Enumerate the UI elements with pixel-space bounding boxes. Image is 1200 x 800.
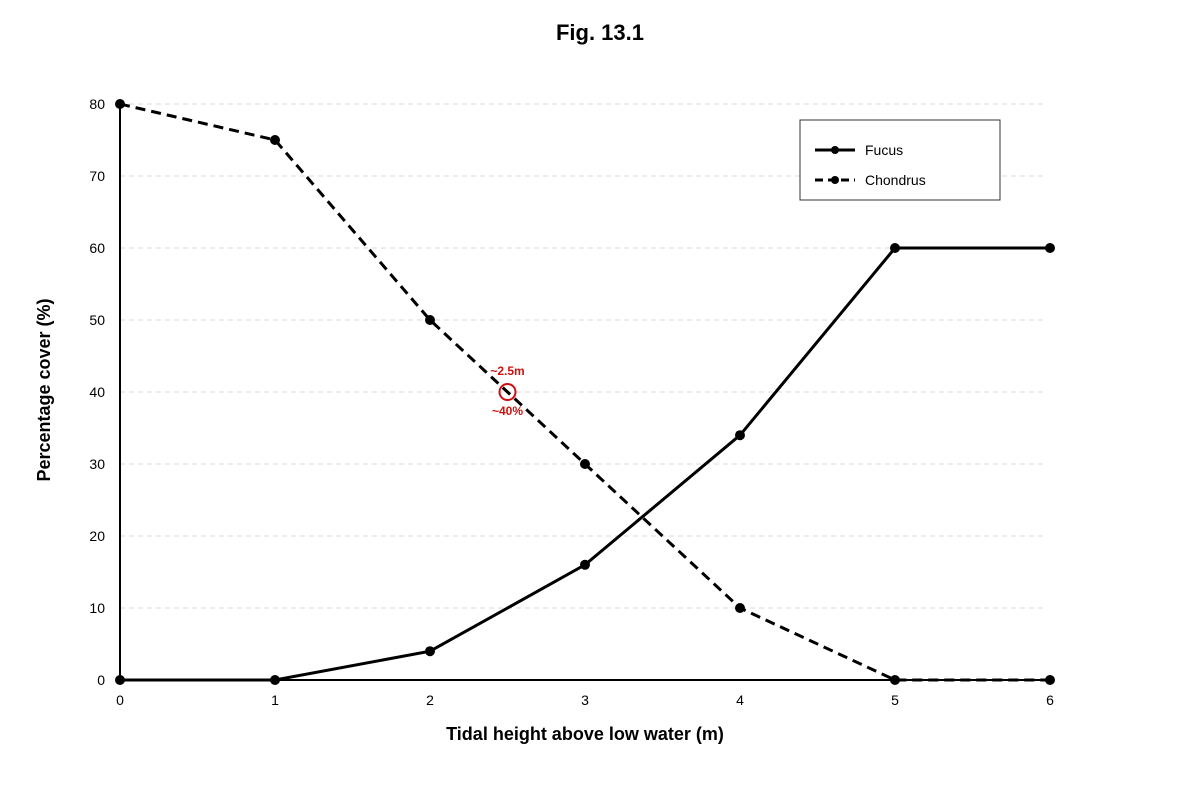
x-tick-label: 1 [271,692,279,708]
y-tick-label: 70 [89,168,105,184]
data-point-fucus [425,646,435,657]
annotation-label-top: ~2.5m [490,364,524,378]
data-point-chondrus [270,135,280,145]
data-point-fucus [1045,243,1055,253]
x-tick-labels: 0 1 2 3 4 5 6 [116,692,1054,708]
legend-marker-fucus [831,146,839,154]
y-axis-label: Percentage cover (%) [34,298,54,481]
y-tick-label: 40 [89,384,105,400]
y-tick-label: 20 [89,528,105,544]
grid-lines [120,103,1045,609]
annotation-circle [498,383,517,401]
legend-label-fucus: Fucus [865,142,903,158]
legend-label-chondrus: Chondrus [865,172,926,188]
series [115,99,1055,685]
x-tick-label: 0 [116,692,124,708]
data-point-chondrus [425,315,435,325]
chart-title: Fig. 13.1 [556,20,644,45]
x-axis-label: Tidal height above low water (m) [446,724,724,744]
data-point-fucus [580,559,590,570]
data-point-fucus [115,675,125,685]
annotation: ~2.5m ~40% [490,364,524,418]
y-tick-labels: 0 10 20 30 40 50 60 70 80 [89,96,105,688]
data-point-chondrus [890,675,900,685]
legend-marker-chondrus [831,176,839,184]
data-point-fucus [890,243,900,253]
data-point-chondrus [115,99,125,109]
annotation-label-bottom: ~40% [492,404,523,418]
x-tick-label: 5 [891,692,899,708]
x-tick-label: 2 [426,692,434,708]
y-tick-label: 80 [89,96,105,112]
y-tick-label: 60 [89,240,105,256]
y-tick-label: 30 [89,456,105,472]
x-tick-label: 3 [581,692,589,708]
data-point-chondrus [735,603,745,613]
data-point-fucus [735,430,745,441]
y-tick-label: 0 [97,672,105,688]
legend: Fucus Chondrus [799,119,1001,201]
data-point-fucus [270,675,280,685]
y-tick-label: 10 [89,600,105,616]
x-tick-label: 4 [736,692,744,708]
legend-box [799,119,1001,201]
x-tick-label: 6 [1046,692,1054,708]
data-point-chondrus [580,459,590,469]
data-point-chondrus [1045,675,1055,685]
y-tick-label: 50 [89,312,105,328]
